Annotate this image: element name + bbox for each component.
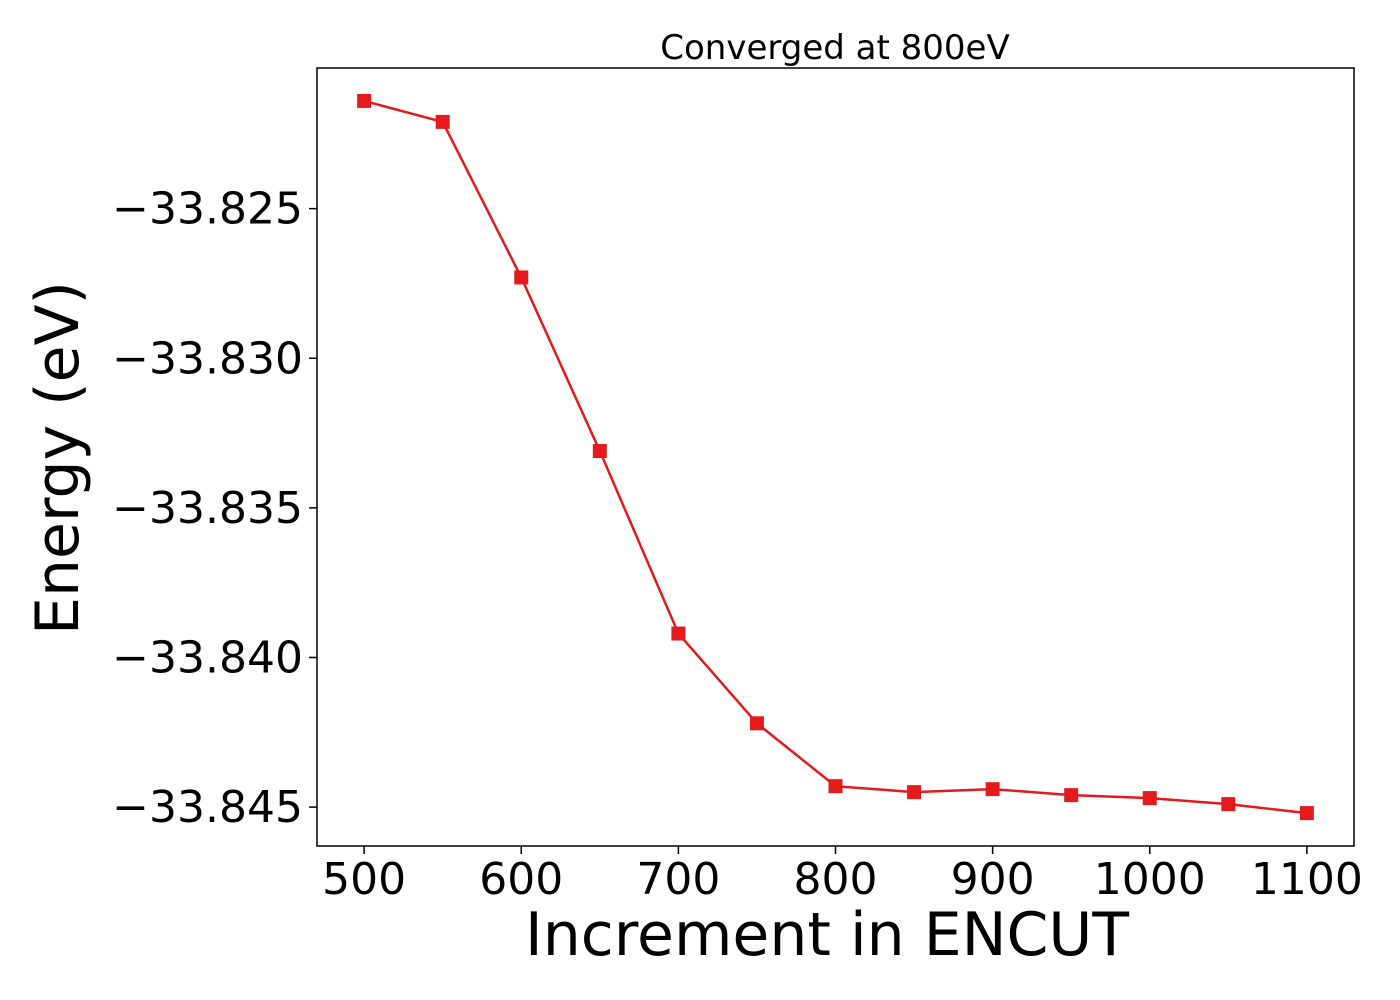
series-layer	[357, 93, 1314, 821]
x-tick-label: 1000	[1094, 854, 1206, 905]
data-point-marker	[1064, 788, 1079, 803]
x-tick-label: 700	[636, 854, 720, 905]
y-tick-label: −33.835	[112, 483, 303, 534]
x-tick-label: 800	[794, 854, 878, 905]
x-axis-label: Increment in ENCUT	[525, 900, 1129, 970]
data-point-marker	[671, 626, 686, 641]
y-axis-label: Energy (eV)	[23, 281, 93, 635]
data-point-marker	[514, 270, 529, 285]
y-tick-label: −33.830	[112, 333, 303, 384]
data-point-marker	[749, 716, 764, 731]
data-point-marker	[592, 444, 607, 459]
energy-series-line	[363, 99, 1308, 815]
x-tick-label: 600	[479, 854, 563, 905]
x-axis-ticks: 500 600 700 800 900 1000 1100	[322, 846, 1363, 905]
data-point-marker	[435, 114, 450, 129]
x-tick-label: 1100	[1251, 854, 1363, 905]
plot-area-frame	[316, 67, 1355, 847]
data-point-marker	[1299, 806, 1314, 821]
chart-title: Converged at 800eV	[660, 28, 1009, 68]
data-point-marker	[357, 93, 372, 108]
y-tick-label: −33.840	[112, 632, 303, 683]
data-point-marker	[1142, 791, 1157, 806]
x-tick-label: 900	[951, 854, 1035, 905]
x-tick-label: 500	[322, 854, 406, 905]
y-tick-label: −33.845	[112, 782, 303, 833]
data-point-marker	[985, 782, 1000, 797]
y-tick-label: −33.825	[112, 184, 303, 235]
data-point-marker	[828, 779, 843, 794]
data-point-marker	[1221, 797, 1236, 812]
y-axis-ticks: −33.825 −33.830 −33.835 −33.840 −33.845	[112, 184, 317, 833]
axes	[316, 67, 1355, 847]
data-point-marker	[907, 785, 922, 800]
